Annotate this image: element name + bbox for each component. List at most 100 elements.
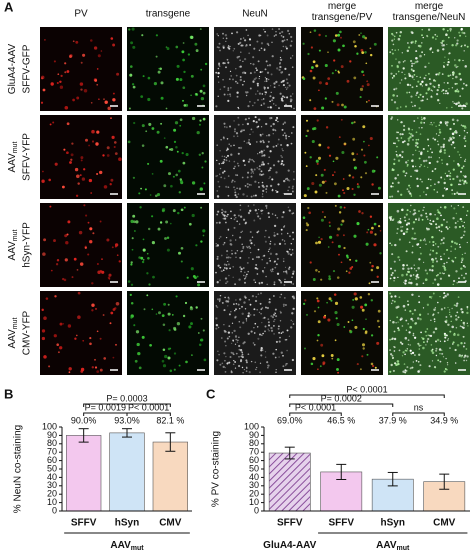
cell [351,121,354,125]
cell [423,191,425,193]
cell [422,95,425,98]
cell [434,327,438,331]
cell [453,332,456,335]
cell [424,278,428,282]
cell [343,142,347,146]
row-label-subscript: mut [12,229,19,241]
cell [441,349,443,352]
cell [256,40,259,43]
cell [443,206,447,209]
cell [109,322,112,325]
cell [261,161,264,164]
cell [320,237,323,241]
cell [183,70,186,74]
cell [235,299,237,301]
cell [448,174,452,178]
cell [218,42,221,45]
cell [273,35,276,37]
cell [239,236,242,239]
cell [443,370,446,373]
cell [364,36,368,40]
cell [286,81,289,85]
cell [462,165,465,168]
cell [389,242,391,245]
cell [444,336,447,339]
cell [182,86,186,90]
cell [256,84,259,87]
cell [225,185,228,188]
cell [390,273,393,277]
cell [426,303,430,306]
cell [434,366,437,369]
cell [233,167,235,170]
cell [259,302,262,305]
cell [142,238,145,241]
cell [397,362,400,366]
cell [267,318,270,320]
cell [268,248,270,251]
cell [393,38,395,40]
cell [144,188,147,191]
cell [240,231,242,233]
cell [273,332,276,335]
cell [223,309,226,312]
cell [458,179,462,183]
cell [260,312,262,315]
cell [242,218,246,221]
y-tick-label: 20 [249,489,259,499]
cell [352,158,356,162]
cell [77,315,81,319]
cell [457,101,460,105]
cell [414,322,417,325]
bar [66,435,102,512]
cell [247,160,250,163]
cell [282,260,285,263]
cell [401,325,404,327]
cell [245,370,248,373]
cell [291,295,294,298]
cell [222,61,225,65]
cell [421,118,423,121]
cell [76,96,80,100]
cell [241,366,244,369]
cell [130,219,134,224]
cell [337,70,340,73]
cell [91,129,95,134]
cell [463,137,466,140]
cell [409,132,413,136]
cell [236,56,239,59]
cell [436,191,439,193]
cell [226,300,230,303]
cell [419,76,422,78]
cell [389,353,393,356]
cell [286,273,288,275]
cell [432,79,436,82]
cell [239,326,242,329]
cell [396,360,400,363]
micrograph-tile [214,115,296,199]
cell [133,121,136,125]
cell [292,231,294,234]
cell [91,303,95,307]
cell [226,250,229,253]
cell [140,187,142,190]
cell [451,259,454,262]
cell [233,218,236,221]
cell [439,272,441,274]
cell [264,76,267,79]
cell [74,337,77,340]
cell [265,204,268,208]
cell [257,230,260,233]
cell [466,355,469,358]
cell [279,92,282,95]
cell [238,223,241,225]
cell [53,239,56,243]
cell [436,35,438,38]
cell [401,273,404,277]
cell [286,38,288,41]
cell [314,190,318,194]
cell [366,80,369,83]
cell [256,167,258,169]
cell [239,59,241,61]
cell [258,185,261,189]
